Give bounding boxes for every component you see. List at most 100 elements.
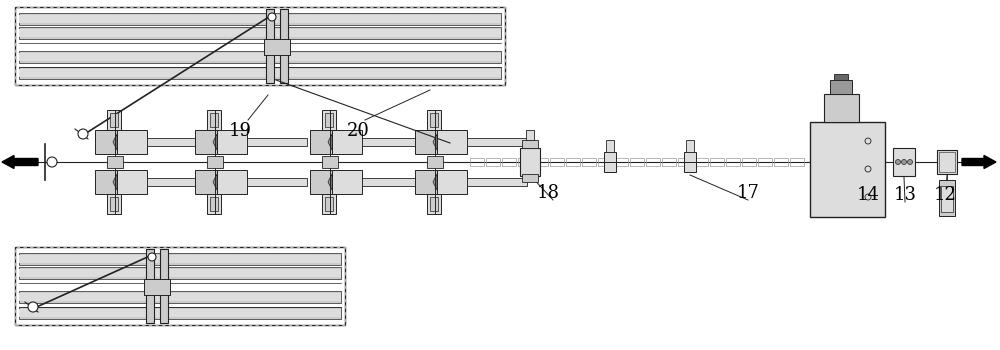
Bar [790,158,804,166]
Bar [522,140,538,148]
Bar [247,138,307,146]
Bar [207,194,221,214]
Bar [19,29,501,37]
Bar [95,170,117,194]
Bar [830,80,852,94]
Bar [195,130,217,154]
Bar [217,170,247,194]
Bar [941,186,953,212]
Bar [437,170,467,194]
Bar [247,178,307,186]
Circle shape [908,160,912,164]
Bar [710,158,724,166]
Bar [19,307,341,319]
Bar [518,158,532,166]
Bar [520,148,540,176]
Bar [147,178,207,186]
Bar [362,178,422,186]
Bar [362,138,422,146]
Bar [266,9,274,83]
Bar [325,197,333,211]
Polygon shape [328,174,332,190]
Bar [726,158,740,166]
Bar [686,140,694,152]
Bar [522,174,538,182]
Text: 19: 19 [228,122,252,140]
Bar [606,140,614,152]
Bar [15,247,345,325]
Text: 17: 17 [737,184,759,202]
Bar [19,309,341,317]
Bar [19,13,501,25]
Bar [550,158,564,166]
Bar [430,197,438,211]
Bar [19,269,341,277]
Polygon shape [213,174,217,190]
Bar [217,130,247,154]
Bar [427,110,441,130]
Bar [604,162,616,172]
Bar [758,158,772,166]
Bar [937,150,957,174]
Bar [684,162,696,172]
Bar [694,158,708,166]
Circle shape [28,302,38,312]
Bar [264,39,290,55]
Bar [630,158,644,166]
Bar [19,51,501,63]
Bar [427,194,441,214]
Bar [15,7,505,85]
Bar [646,158,660,166]
Bar [160,249,168,323]
Polygon shape [113,174,117,190]
Bar [110,197,118,211]
Bar [834,74,848,80]
Bar [310,170,332,194]
Bar [774,158,788,166]
Bar [107,156,123,168]
Bar [604,152,616,162]
Bar [147,138,207,146]
Bar [15,7,505,85]
Bar [662,158,676,166]
Bar [19,15,501,23]
Circle shape [47,157,57,167]
Bar [322,156,338,168]
Bar [534,158,548,166]
Bar [582,158,596,166]
Bar [614,158,628,166]
FancyArrow shape [2,155,38,168]
Bar [19,293,341,301]
Bar [19,255,341,263]
Bar [430,113,438,127]
FancyArrow shape [962,155,996,168]
Bar [19,291,341,303]
Bar [742,158,756,166]
Bar [332,130,362,154]
Bar [107,110,121,130]
Bar [332,170,362,194]
Polygon shape [213,134,217,150]
Bar [939,180,955,216]
Bar [210,197,218,211]
Bar [470,158,484,166]
Bar [19,53,501,61]
Polygon shape [433,134,437,150]
Bar [427,156,443,168]
Bar [486,158,500,166]
Circle shape [148,253,156,261]
Bar [19,253,341,265]
Bar [110,113,118,127]
Bar [117,130,147,154]
Bar [195,170,217,194]
Polygon shape [113,134,117,150]
Bar [117,170,147,194]
Bar [95,130,117,154]
Bar [678,158,692,166]
Bar [415,170,437,194]
Bar [144,279,170,295]
Bar [19,267,341,279]
Bar [893,148,915,176]
Bar [19,67,501,79]
Text: 18: 18 [536,184,560,202]
